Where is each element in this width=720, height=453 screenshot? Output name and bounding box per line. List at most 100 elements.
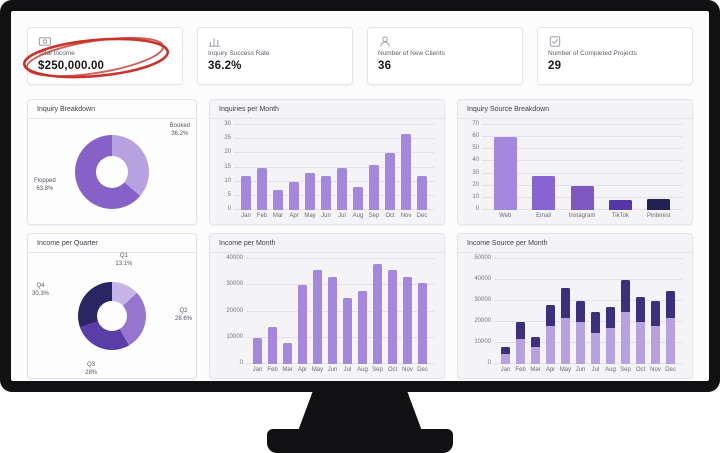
check-square-icon — [549, 36, 561, 47]
bar-slot — [366, 125, 382, 210]
x-axis-tick: Jul — [338, 213, 346, 219]
gridline: 70 — [472, 121, 682, 127]
gridline: 30000 — [226, 281, 434, 287]
bar-slot — [414, 125, 430, 210]
y-axis-tick: 10 — [472, 193, 479, 200]
slice-label-booked: Booked 36.2% — [169, 123, 190, 137]
x-axis-tick: Jun — [327, 367, 338, 373]
bar-slot — [286, 125, 302, 210]
bar — [417, 176, 427, 210]
bar-slot — [340, 259, 355, 364]
income-per-quarter-card: Income per Quarter Q1 13.1% Q2 28.6% Q3 28% — [27, 233, 197, 379]
stacked-bar-segment — [576, 301, 585, 322]
x-axis-tick: Nov — [650, 367, 661, 373]
x-axis-tick: Jul — [343, 367, 352, 373]
bar — [369, 164, 379, 210]
bar-slot — [663, 259, 678, 364]
x-axis-labels: Jan Feb Mar Apr May Jun Jul Aug Sep Oct Nov Dec — [246, 366, 434, 375]
bar-slot — [302, 125, 318, 210]
chart-plot: 0 10 20 30 40 50 60 70 — [472, 121, 682, 212]
gridline: 10000 — [226, 334, 434, 340]
slice-label-q3: Q3 28% — [85, 362, 98, 377]
bar-slot — [280, 259, 295, 364]
x-axis-tick: TikTok — [611, 213, 629, 219]
x-axis-tick: Sep — [620, 367, 631, 373]
x-axis-labels: Jan Feb Mar Apr May Jun Jul Aug Sep Oct Nov Dec — [234, 212, 434, 221]
x-axis-tick: May — [559, 367, 572, 373]
kpi-label: Inquiry Success Rate — [208, 50, 270, 57]
x-axis-tick: Sep — [372, 367, 383, 373]
stacked-bar-segment — [651, 326, 660, 364]
y-axis-tick: 60 — [472, 133, 479, 140]
bar-slot — [543, 259, 558, 364]
gridline: 40000 — [474, 276, 682, 282]
stacked-bar-segment — [561, 288, 570, 318]
x-axis-tick: Feb — [267, 367, 278, 373]
bar — [388, 269, 397, 364]
bar-slot — [524, 125, 562, 210]
x-axis-tick: Aug — [352, 213, 364, 219]
gridline: 0 — [240, 360, 434, 366]
y-axis-tick: 30 — [224, 121, 231, 127]
chart-plot: 0 5 10 15 20 25 30 — [224, 121, 434, 212]
income-per-quarter-donut — [78, 281, 146, 350]
card-title: Income per Quarter — [28, 234, 196, 253]
x-axis-tick: Pinterest — [646, 213, 671, 219]
y-axis-tick: 10000 — [474, 339, 491, 345]
bar — [570, 185, 594, 210]
stacked-bar-segment — [591, 332, 600, 364]
x-axis-tick: Dec — [665, 367, 676, 373]
inquiries-per-month-card: Inquiries per Month 0 5 10 15 20 25 30 Jan Feb Ma… — [209, 99, 445, 225]
y-axis-tick: 10 — [224, 177, 231, 184]
y-axis-tick: 20000 — [226, 307, 243, 314]
stacked-bar-segment — [636, 322, 645, 364]
bar-slot — [603, 259, 618, 364]
x-axis-tick: Dec — [417, 367, 428, 373]
bar-slot — [618, 259, 633, 364]
y-axis-tick: 15 — [224, 163, 231, 170]
bars-container — [234, 125, 434, 210]
kpi-card-total-income: Total Income $250,000.00 — [22, 27, 183, 85]
bar-slot — [648, 259, 663, 364]
bar — [358, 290, 367, 364]
x-axis-labels: Web Email Instagram TikTok Pinterest — [482, 212, 682, 221]
bar — [337, 167, 347, 210]
bar-slot — [355, 259, 370, 364]
bar — [401, 133, 411, 210]
bar — [343, 298, 352, 364]
inquiries-per-month-chart: 0 5 10 15 20 25 30 Jan Feb Mar Apr May Jun Jul Aug Sep O… — [210, 119, 444, 224]
inquiry-source-breakdown-chart: 0 10 20 30 40 50 60 70 Web Email Instagram TikTok Pi… — [458, 119, 692, 224]
stacked-bar-segment — [606, 307, 615, 329]
kpi-label: Total Income — [38, 50, 75, 57]
gridline: 15 — [224, 164, 434, 170]
y-axis-tick: 20 — [472, 181, 479, 188]
card-title: Inquiry Breakdown — [28, 100, 196, 119]
x-axis-tick: Mar — [272, 213, 284, 219]
x-axis-tick: Mar — [282, 367, 293, 373]
kpi-value: 29 — [548, 60, 562, 72]
income-per-quarter-donut-area: Q1 13.1% Q2 28.6% Q3 28% Q4 30.3% — [28, 253, 196, 378]
bar — [353, 187, 363, 210]
gridline: 20 — [472, 182, 682, 188]
gridline: 30000 — [474, 297, 682, 303]
x-axis-tick: Nov — [402, 367, 413, 373]
y-axis-tick: 40 — [472, 157, 479, 164]
row-income: Income per Quarter Q1 13.1% Q2 28.6% Q3 28% — [27, 233, 693, 379]
bar — [241, 176, 251, 210]
gridline: 50 — [472, 145, 682, 151]
gridline: 5 — [228, 192, 434, 198]
bar-slot — [270, 125, 286, 210]
x-axis-tick: Mar — [530, 367, 541, 373]
y-axis-tick: 25 — [224, 135, 231, 142]
x-axis-tick: Feb — [515, 367, 526, 373]
x-axis-tick: Nov — [400, 213, 412, 219]
stacked-bar-segment — [516, 322, 525, 339]
x-axis-labels: Jan Feb Mar Apr May Jun Jul Aug Sep Oct Nov Dec — [494, 366, 682, 375]
monitor-bezel: Total Income $250,000.00 Inquiry Success… — [0, 0, 720, 392]
bar-slot — [398, 125, 414, 210]
bars-container — [246, 259, 434, 364]
y-axis-tick: 0 — [475, 206, 479, 212]
x-axis-tick: Apr — [297, 367, 308, 373]
stacked-bar-segment — [501, 347, 510, 354]
bar-slot — [400, 259, 415, 364]
